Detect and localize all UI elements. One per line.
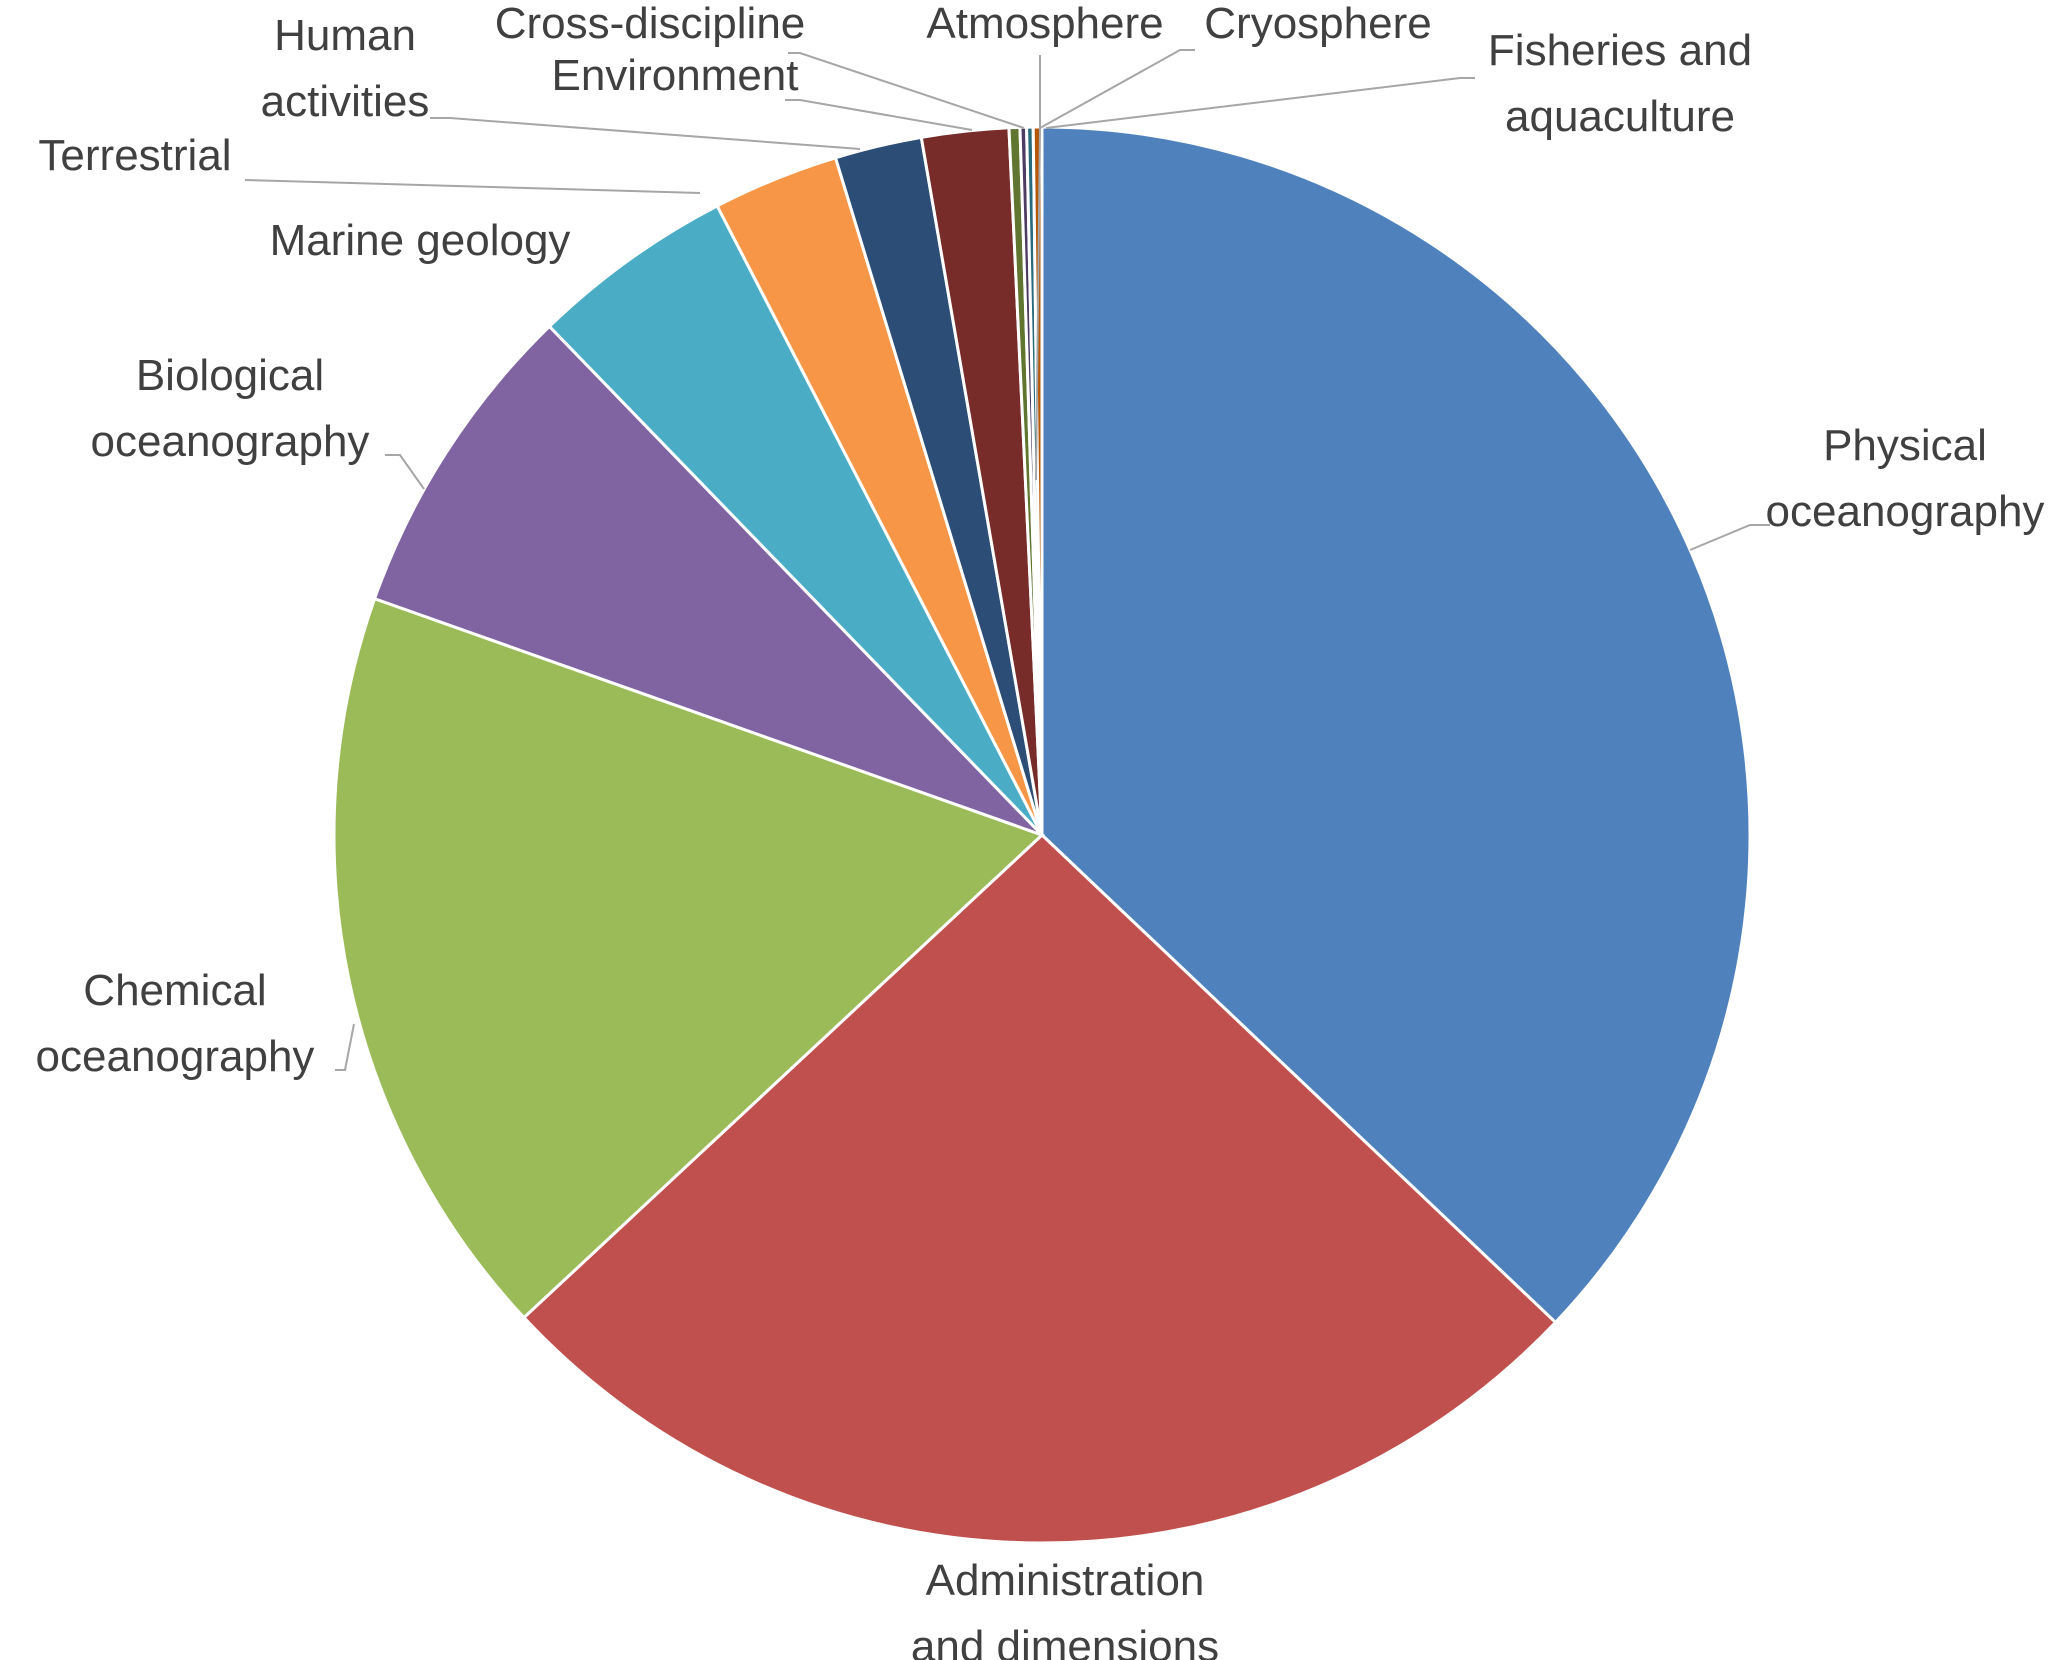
leader-lines-layer	[244, 49, 1770, 1071]
slice-label-line: Environment	[551, 51, 798, 100]
slice-label-line: activities	[261, 77, 430, 126]
leader-line-environment	[785, 99, 973, 131]
slice-label-line: oceanography	[36, 1032, 315, 1081]
slice-label-line: Human	[274, 11, 416, 60]
leader-line-terrestrial	[244, 179, 701, 194]
slice-label-line: Fisheries and	[1488, 26, 1752, 75]
slice-label-line: Chemical	[83, 966, 266, 1015]
slice-label-line: Cross-discipline	[495, 0, 806, 48]
slice-label-atmosphere: Atmosphere	[926, 0, 1163, 48]
slice-label-fisheries-and-aquaculture: Fisheries and aquaculture	[1488, 26, 1752, 141]
slice-label-chemical-oceanography: Chemical oceanography	[36, 966, 315, 1081]
slice-label-cryosphere: Cryosphere	[1204, 0, 1431, 48]
pie-slice-marine-geology	[547, 203, 1044, 837]
slice-label-line: and dimensions	[911, 1622, 1219, 1660]
slices-layer	[332, 125, 1752, 1545]
pie-slice-physical-oceanography	[1040, 125, 1752, 1325]
leader-line-fisheries-and-aquaculture	[1045, 77, 1475, 129]
pie-slice-biological-oceanography	[372, 324, 1044, 837]
slice-label-line: aquaculture	[1505, 92, 1735, 141]
slice-label-administration-and-dimensions: Administration and dimensions	[911, 1556, 1219, 1660]
slice-label-terrestrial: Terrestrial	[38, 131, 231, 180]
pie-slice-administration-and-dimensions	[521, 832, 1558, 1545]
leader-line-physical-oceanography	[1689, 524, 1770, 551]
slice-label-line: Marine geology	[270, 216, 571, 265]
slice-label-biological-oceanography: Biological oceanography	[91, 351, 370, 466]
pie-slice-chemical-oceanography	[332, 596, 1045, 1320]
slice-label-cross-discipline: Cross-discipline	[495, 0, 806, 48]
leader-line-human-activities	[430, 117, 861, 150]
slice-label-line: Atmosphere	[926, 0, 1163, 48]
slice-label-line: Terrestrial	[38, 131, 231, 180]
slice-label-line: Administration	[926, 1556, 1205, 1605]
slice-label-line: Cryosphere	[1204, 0, 1431, 48]
slice-label-line: Physical	[1823, 421, 1987, 470]
slice-label-physical-oceanography: Physical oceanography	[1766, 421, 2045, 536]
slice-label-environment: Environment	[551, 51, 798, 100]
slice-label-marine-geology: Marine geology	[270, 216, 571, 265]
labels-layer: Physical oceanography Administration and di…	[36, 0, 2045, 1660]
leader-line-biological-oceanography	[385, 454, 425, 490]
slice-label-line: Biological	[136, 351, 324, 400]
slice-label-human-activities: Human activities	[261, 11, 430, 126]
slice-label-line: oceanography	[1766, 487, 2045, 536]
leader-line-chemical-oceanography	[335, 1023, 355, 1071]
slice-label-line: oceanography	[91, 417, 370, 466]
leader-line-cryosphere	[1039, 49, 1195, 129]
leader-line-cross-discipline	[788, 52, 1025, 129]
